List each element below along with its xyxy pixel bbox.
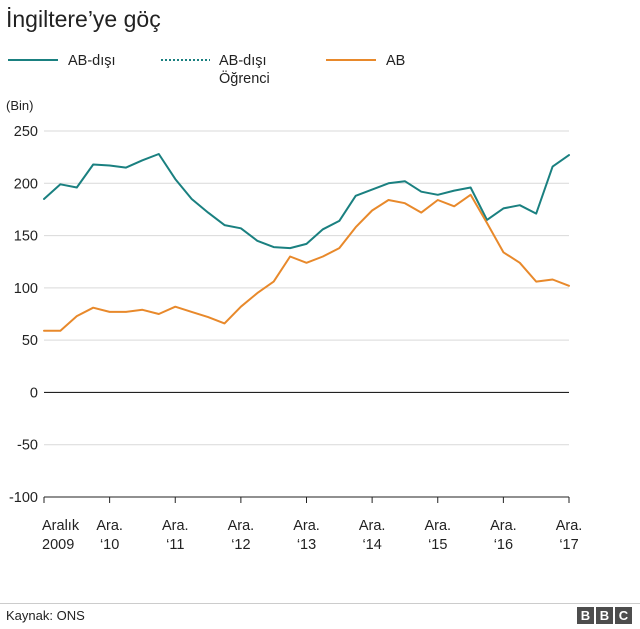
legend-label-EU: AB <box>386 53 405 69</box>
x-tick-label-line2: ‘10 <box>100 537 119 553</box>
y-tick-label: 0 <box>30 385 38 401</box>
chart: İngiltere’ye göç AB-dışı AB-dışı Öğrenci… <box>6 6 582 553</box>
x-tick-label-line2: ‘12 <box>231 537 250 553</box>
bbc-logo-letter: B <box>596 607 613 624</box>
x-tick-label-line1: Ara. <box>228 518 255 534</box>
x-tick-label-line1: Ara. <box>424 518 451 534</box>
bbc-logo-letter: C <box>615 607 632 624</box>
y-axis-ticks: 250 200 150 100 50 0 -50 -100 <box>9 124 38 506</box>
y-tick-label: 200 <box>14 176 38 192</box>
x-tick-label-line2: ‘14 <box>362 537 381 553</box>
x-tick-label-line1: Ara. <box>162 518 189 534</box>
chart-title: İngiltere’ye göç <box>6 6 161 32</box>
gridlines <box>44 130 569 498</box>
series-line-nonEU <box>43 153 570 250</box>
y-tick-label: -100 <box>9 490 38 506</box>
series-line-EU <box>43 193 570 332</box>
legend-label-nonEU-student-1: AB-dışı <box>219 53 267 69</box>
footer-divider <box>0 603 640 604</box>
x-tick-label-line2: ‘11 <box>166 537 184 553</box>
bbc-logo: B B C <box>577 607 632 624</box>
x-tick-label-line1: Ara. <box>96 518 123 534</box>
x-tick-label-line2: ‘17 <box>559 537 578 553</box>
x-tick-label-line2: ‘13 <box>297 537 316 553</box>
legend-label-nonEU: AB-dışı <box>68 53 116 69</box>
y-tick-label: 150 <box>14 229 38 245</box>
x-tick-label-line1: Ara. <box>490 518 517 534</box>
bbc-logo-letter: B <box>577 607 594 624</box>
y-tick-label: 250 <box>14 124 38 140</box>
source-note: Kaynak: ONS <box>6 608 85 623</box>
x-tick-label-line1: Ara. <box>359 518 386 534</box>
legend-label-nonEU-student-2: Öğrenci <box>219 69 270 87</box>
y-axis-unit: (Bin) <box>6 98 33 113</box>
y-tick-label: 50 <box>22 333 38 349</box>
legend: AB-dışı AB-dışı Öğrenci AB <box>8 53 405 87</box>
x-axis-ticks: Aralık 2009 Ara. ‘10 Ara. ‘11 Ara. ‘12 Ara. ‘13 Ar… <box>42 497 582 553</box>
x-tick-label-line1: Ara. <box>293 518 320 534</box>
x-tick-label-line1: Ara. <box>556 518 583 534</box>
y-tick-label: -50 <box>17 438 38 454</box>
x-tick-label-line2: ‘16 <box>494 537 513 553</box>
series-lines <box>43 153 570 332</box>
x-tick-label-line2: 2009 <box>42 537 74 553</box>
x-tick-label-line2: ‘15 <box>428 537 447 553</box>
y-tick-label: 100 <box>14 281 38 297</box>
x-tick-label-line1: Aralık <box>42 518 80 534</box>
